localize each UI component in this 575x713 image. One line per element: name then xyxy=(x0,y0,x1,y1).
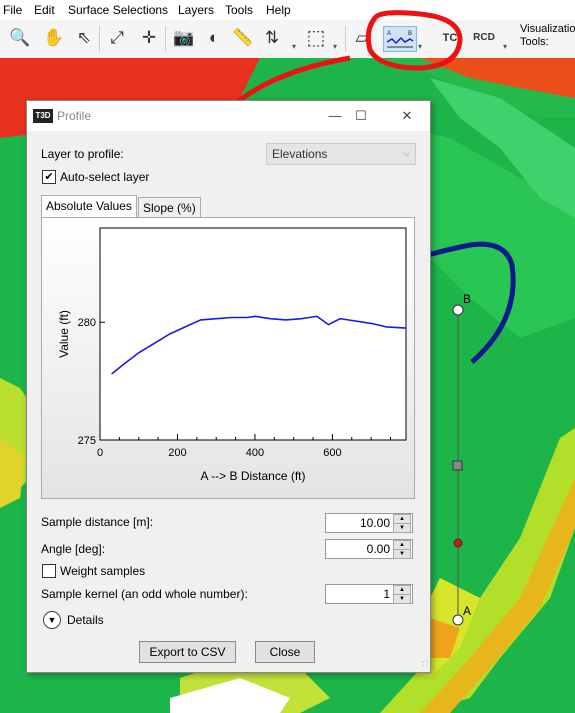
sample-kernel-value: 1 xyxy=(383,587,390,601)
weight-samples-checkbox[interactable] xyxy=(42,564,56,578)
export-csv-button[interactable]: Export to CSV xyxy=(139,641,236,663)
chevron-down-icon[interactable]: ▾ xyxy=(333,42,338,51)
tc-icon[interactable]: TC xyxy=(442,32,458,44)
menu-help[interactable]: Help xyxy=(266,3,291,17)
minimize-icon[interactable]: — xyxy=(328,108,342,123)
sample-kernel-input[interactable]: 1 ▲ ▼ xyxy=(325,584,413,604)
t3d-logo-icon: T3D xyxy=(33,109,53,123)
angle-label: Angle [deg]: xyxy=(41,542,106,556)
auto-select-label: Auto-select layer xyxy=(60,170,150,184)
zoom-icon[interactable]: 🔍 xyxy=(9,28,31,47)
zoom-extents-icon[interactable]: ⤢ xyxy=(110,28,124,47)
close-button[interactable]: Close xyxy=(255,641,315,663)
menubar: File Edit Surface Selections Layers Tool… xyxy=(0,0,575,20)
visualization-tools-label: Visualizatio Tools: xyxy=(520,23,575,48)
spin-down-icon[interactable]: ▼ xyxy=(393,549,411,559)
weight-samples-label: Weight samples xyxy=(60,564,146,578)
y-tick-label: 280 xyxy=(78,317,96,329)
tab-slope[interactable]: Slope (%) xyxy=(138,197,201,218)
menu-edit[interactable]: Edit xyxy=(34,3,55,17)
close-icon[interactable]: ✕ xyxy=(401,108,413,123)
menu-tools[interactable]: Tools xyxy=(225,3,254,17)
pan-hand-icon[interactable]: ✋ xyxy=(43,28,65,47)
layer-select-value: Elevations xyxy=(272,147,328,161)
tab-panel: 275 280 0 200 400 600 A --> B Distance (ft) … xyxy=(41,217,415,499)
elevation-series-line xyxy=(111,315,407,375)
spin-down-icon[interactable]: ▼ xyxy=(393,523,411,533)
chevron-down-icon[interactable]: ▾ xyxy=(292,42,297,51)
x-tick-label: 200 xyxy=(168,447,186,459)
dialog-title: Profile xyxy=(57,109,92,123)
tab-absolute-values[interactable]: Absolute Values xyxy=(41,195,137,218)
layer-select[interactable]: Elevations ⌵ xyxy=(266,143,416,165)
angle-input[interactable]: 0.00 ▲ ▼ xyxy=(325,539,413,559)
maximize-icon[interactable]: ☐ xyxy=(355,108,367,123)
spin-down-icon[interactable]: ▼ xyxy=(393,594,411,604)
y-axis-label: Value (ft) xyxy=(57,310,71,358)
toolbar-separator xyxy=(345,26,346,52)
auto-select-checkbox[interactable]: ✔ xyxy=(42,170,56,184)
camera-icon[interactable]: 📷 xyxy=(173,28,195,47)
layer-label: Layer to profile: xyxy=(41,147,124,161)
svg-text:A: A xyxy=(387,31,391,37)
sample-distance-label: Sample distance [m]: xyxy=(41,515,154,529)
angle-value: 0.00 xyxy=(366,542,390,556)
chevron-down-icon[interactable]: ▾ xyxy=(418,42,423,51)
profile-dialog: T3D Profile — ☐ ✕ Layer to profile: Elev… xyxy=(26,100,431,673)
ruler-icon[interactable]: 📏 xyxy=(232,28,254,47)
rectangle-select-icon[interactable]: ⬚ xyxy=(306,27,326,49)
point-a-label: A xyxy=(463,604,472,618)
details-label[interactable]: Details xyxy=(67,613,104,627)
sample-distance-input[interactable]: 10.00 ▲ ▼ xyxy=(325,513,413,533)
svg-text:B: B xyxy=(408,31,412,37)
toolbar-separator xyxy=(99,26,100,52)
y-tick-label: 275 xyxy=(78,435,96,447)
menu-layers[interactable]: Layers xyxy=(178,3,215,17)
dialog-titlebar[interactable]: T3D Profile — ☐ ✕ xyxy=(27,101,430,131)
menu-surface-selections[interactable]: Surface Selections xyxy=(68,3,169,17)
rcd-icon[interactable]: RCD xyxy=(473,32,495,43)
layer-tool-icon[interactable]: ▱ xyxy=(355,28,369,47)
toolbar-separator xyxy=(165,26,166,52)
expand-details-icon[interactable]: ▼ xyxy=(43,611,61,629)
north-arrow-icon[interactable]: ⇅ xyxy=(264,28,280,47)
chevron-down-icon[interactable]: ▾ xyxy=(503,42,508,51)
x-tick-label: 600 xyxy=(323,447,341,459)
x-tick-label: 0 xyxy=(97,447,103,459)
x-tick-label: 400 xyxy=(246,447,264,459)
chevron-down-icon: ⌵ xyxy=(403,148,410,158)
x-axis-label: A --> B Distance (ft) xyxy=(200,469,305,483)
sample-kernel-label: Sample kernel (an odd whole number): xyxy=(41,587,248,601)
sample-distance-value: 10.00 xyxy=(359,516,390,530)
resize-grip-icon[interactable]: ∷ xyxy=(422,659,428,669)
point-b-label: B xyxy=(463,292,472,306)
globe-icon[interactable]: ◐ xyxy=(208,28,220,47)
crosshair-icon[interactable]: ✛ xyxy=(141,28,157,47)
menu-file[interactable]: File xyxy=(3,3,23,17)
select-arrow-icon[interactable]: ⇖ xyxy=(76,28,92,47)
